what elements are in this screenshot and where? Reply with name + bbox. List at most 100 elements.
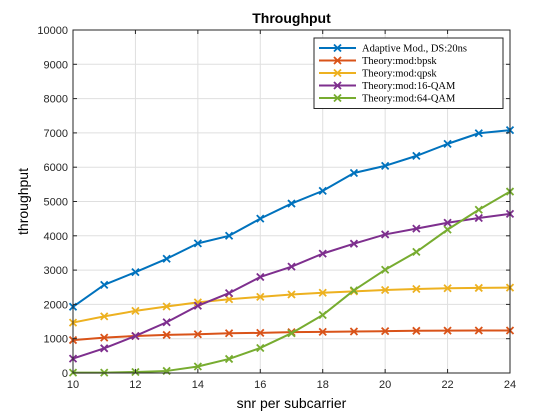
- data-point: [162, 302, 171, 311]
- data-point: [256, 292, 265, 301]
- data-point: [224, 231, 234, 240]
- data-point: [349, 327, 359, 336]
- chart-title: Throughput: [252, 10, 331, 26]
- legend-swatch-marker: [333, 93, 342, 103]
- data-point: [443, 284, 452, 293]
- data-point: [381, 161, 390, 170]
- data-point: [349, 168, 359, 178]
- y-tick-label: 8000: [44, 94, 68, 106]
- data-point: [349, 239, 359, 248]
- y-tick-label: 9000: [44, 59, 68, 71]
- series-line: [72, 286, 511, 324]
- data-point: [287, 262, 296, 271]
- data-point: [318, 186, 327, 196]
- y-tick-label: 0: [62, 368, 68, 380]
- legend-item: Adaptive Mod., DS:20ns: [319, 44, 467, 55]
- y-tick-label: 1000: [44, 334, 68, 346]
- data-point: [131, 268, 140, 277]
- data-point: [318, 249, 327, 258]
- legend-swatch-marker: [333, 81, 342, 90]
- data-point: [162, 254, 171, 263]
- y-tick-label: 6000: [44, 162, 68, 174]
- data-point: [474, 326, 483, 335]
- data-point: [474, 283, 483, 293]
- x-tick-label: 20: [379, 379, 391, 391]
- y-axis-label: throughput: [15, 168, 31, 235]
- data-point: [193, 330, 202, 339]
- data-point: [443, 139, 452, 149]
- y-tick-label: 2000: [44, 299, 68, 311]
- data-point: [224, 288, 234, 298]
- data-point: [318, 310, 327, 320]
- series-line: [72, 129, 511, 308]
- series-4: [68, 209, 515, 363]
- data-point: [474, 205, 483, 214]
- data-point: [381, 285, 390, 295]
- data-point: [381, 265, 390, 274]
- data-point: [318, 288, 327, 297]
- data-point: [412, 326, 421, 335]
- legend-label: Theory:mod:16-QAM: [362, 81, 456, 92]
- series-5: [68, 187, 515, 377]
- data-point: [256, 272, 265, 282]
- legend-label: Theory:mod:qpsk: [362, 69, 437, 80]
- series-3: [68, 283, 515, 327]
- legend-item: Theory:mod:64-QAM: [319, 94, 456, 105]
- x-tick-label: 24: [504, 379, 516, 391]
- data-point: [193, 239, 202, 248]
- data-point: [256, 328, 265, 338]
- y-tick-label: 3000: [44, 265, 68, 277]
- data-point: [381, 230, 390, 239]
- x-axis-label: snr per subcarrier: [237, 395, 347, 411]
- data-point: [412, 151, 421, 161]
- legend-swatch-marker: [333, 68, 342, 78]
- data-point: [100, 333, 109, 342]
- data-point: [100, 280, 109, 289]
- x-tick-label: 10: [67, 379, 79, 391]
- data-point: [412, 284, 421, 294]
- x-tick-label: 18: [317, 379, 329, 391]
- data-point: [474, 129, 483, 138]
- data-point: [412, 224, 421, 233]
- data-point: [443, 218, 452, 227]
- data-point: [474, 213, 483, 223]
- legend-label: Theory:mod:bpsk: [362, 56, 437, 67]
- data-point: [349, 286, 359, 295]
- data-point: [224, 354, 234, 364]
- data-point: [224, 329, 234, 338]
- data-point: [381, 327, 390, 336]
- data-point: [162, 318, 171, 327]
- y-tick-label: 7000: [44, 128, 68, 140]
- x-tick-label: 14: [192, 379, 204, 391]
- data-point: [256, 214, 265, 223]
- data-point: [100, 312, 109, 321]
- y-tick-label: 10000: [37, 25, 68, 37]
- legend-label: Adaptive Mod., DS:20ns: [362, 44, 467, 55]
- data-point: [224, 295, 234, 304]
- x-tick-label: 12: [129, 379, 141, 391]
- data-point: [412, 247, 421, 257]
- data-point: [131, 306, 140, 316]
- data-point: [287, 329, 296, 338]
- legend-item: Theory:mod:qpsk: [319, 69, 437, 80]
- x-tick-label: 16: [254, 379, 266, 391]
- legend-label: Theory:mod:64-QAM: [362, 94, 456, 105]
- data-point: [100, 344, 109, 353]
- legend-swatch-marker: [333, 43, 342, 53]
- data-point: [287, 199, 296, 208]
- data-point: [162, 330, 171, 340]
- data-point: [193, 362, 202, 371]
- data-point: [318, 327, 327, 336]
- data-point: [443, 326, 452, 335]
- y-tick-label: 4000: [44, 231, 68, 243]
- legend-swatch-marker: [333, 56, 342, 65]
- data-point: [131, 331, 140, 341]
- data-point: [287, 290, 296, 299]
- series-line: [73, 190, 511, 374]
- data-point: [256, 343, 265, 353]
- data-point: [443, 225, 452, 234]
- series-1: [68, 126, 515, 311]
- y-tick-label: 5000: [44, 197, 68, 209]
